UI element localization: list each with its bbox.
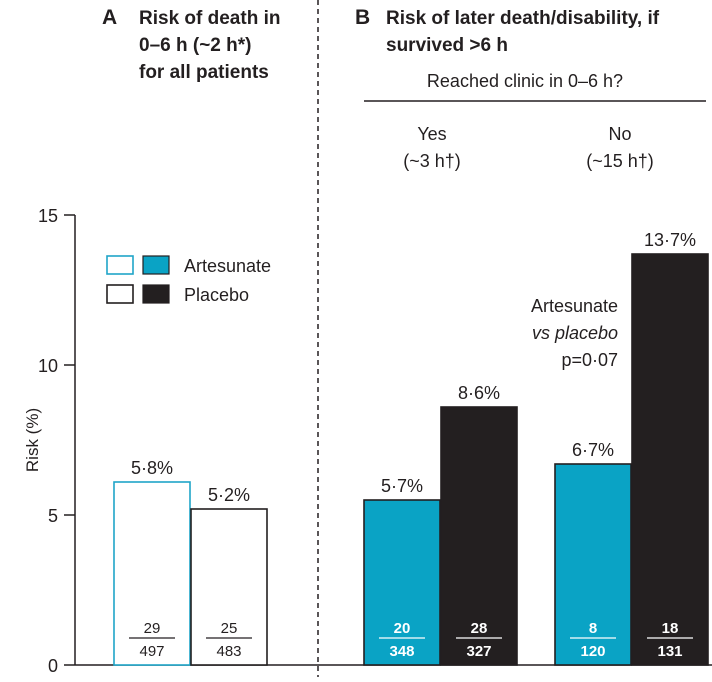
panel-a-letter: A <box>102 6 117 29</box>
bar-value-label: 8·6% <box>458 383 500 403</box>
bar-denominator: 348 <box>389 643 414 660</box>
bar-numerator: 28 <box>471 620 488 637</box>
bar-numerator: 8 <box>589 620 597 637</box>
bar-value-label: 13·7% <box>644 230 696 250</box>
legend-artesunate-outline-swatch <box>106 255 134 275</box>
annotation-line-2: vs placebo <box>532 323 618 343</box>
panel-a-title-line-3: for all patients <box>139 62 269 83</box>
bar-value-label: 5·7% <box>381 476 423 496</box>
bar-numerator: 29 <box>144 620 161 637</box>
bar-artesunate-3 <box>554 463 632 666</box>
bar-value-label: 6·7% <box>572 440 614 460</box>
bar-value-label: 5·8% <box>131 458 173 478</box>
y-axis-label: Risk (%) <box>23 408 42 472</box>
panel-a-title-line-1: Risk of death in <box>139 8 280 29</box>
y-tick-label: 5 <box>48 506 58 526</box>
legend-placebo-outline-swatch <box>106 284 134 304</box>
bar-denominator: 327 <box>466 643 491 660</box>
y-tick-label: 10 <box>38 356 58 376</box>
bar-placebo-2 <box>440 406 518 666</box>
panel-b-letter: B <box>355 6 370 29</box>
bar-placebo-1 <box>190 508 268 666</box>
legend-artesunate-fill-swatch <box>142 255 170 275</box>
panel-b-subheader: Reached clinic in 0–6 h? <box>427 71 623 91</box>
legend-artesunate-label: Artesunate <box>184 256 271 276</box>
panel-b-title-line-2: survived >6 h <box>386 35 508 56</box>
bar-numerator: 20 <box>394 620 411 637</box>
bar-artesunate-2 <box>363 499 441 666</box>
bar-denominator: 120 <box>580 643 605 660</box>
group-yes-sublabel: (~3 h†) <box>403 151 461 171</box>
bar-numerator: 25 <box>221 620 238 637</box>
y-tick-label: 15 <box>38 206 58 226</box>
bar-artesunate-1 <box>113 481 191 666</box>
panel-a-title-line-2: 0–6 h (~2 h*) <box>139 35 251 56</box>
bar-denominator: 483 <box>216 643 241 660</box>
annotation-line-3: p=0·07 <box>561 350 618 370</box>
legend-placebo-fill-swatch <box>142 284 170 304</box>
group-no-label: No <box>608 124 631 144</box>
bar-denominator: 131 <box>657 643 682 660</box>
bar-value-label: 5·2% <box>208 485 250 505</box>
group-yes-label: Yes <box>417 124 446 144</box>
bar-placebo-3 <box>631 253 709 666</box>
bar-denominator: 497 <box>139 643 164 660</box>
y-tick-label: 0 <box>48 656 58 676</box>
legend-placebo-label: Placebo <box>184 285 249 305</box>
bar-numerator: 18 <box>662 620 679 637</box>
panel-b-title-line-1: Risk of later death/disability, if <box>386 8 660 29</box>
annotation-line-1: Artesunate <box>531 296 618 316</box>
group-no-sublabel: (~15 h†) <box>586 151 654 171</box>
